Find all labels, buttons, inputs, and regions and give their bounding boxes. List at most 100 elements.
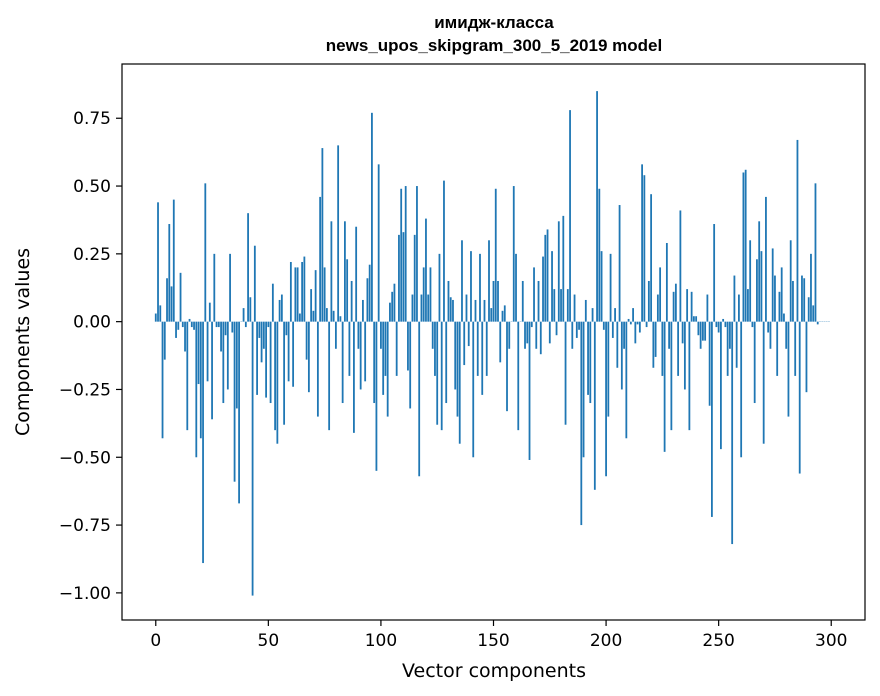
bar <box>587 321 589 395</box>
bar <box>368 264 371 322</box>
bar <box>740 321 743 458</box>
bar <box>357 321 360 349</box>
bar <box>298 313 301 322</box>
bar <box>708 321 711 406</box>
bar <box>756 259 758 322</box>
bar <box>488 240 490 322</box>
bar <box>393 283 396 322</box>
bar <box>670 321 673 431</box>
bar <box>521 280 524 322</box>
bar <box>816 321 819 325</box>
bar <box>438 253 441 322</box>
bar <box>747 289 749 322</box>
bar <box>717 321 720 333</box>
bar <box>170 286 173 322</box>
bar <box>524 321 526 349</box>
bar <box>751 321 754 328</box>
bar <box>159 305 162 322</box>
y-tick-label: −0.50 <box>59 448 111 468</box>
bar <box>733 275 736 322</box>
bar <box>627 318 630 322</box>
bar <box>591 308 594 322</box>
bar <box>722 318 725 322</box>
bar <box>271 283 274 322</box>
bar <box>328 321 331 431</box>
bar <box>632 308 634 322</box>
bar <box>553 289 556 322</box>
bar <box>456 321 459 417</box>
bar <box>690 291 693 322</box>
bar <box>566 289 569 322</box>
bar <box>499 321 502 363</box>
bar <box>738 294 740 322</box>
bar <box>564 321 567 425</box>
bar <box>548 321 551 344</box>
bar <box>677 321 680 376</box>
bar <box>573 294 576 322</box>
bar <box>598 188 601 322</box>
bar <box>359 321 362 390</box>
bar <box>377 164 380 322</box>
bar <box>542 256 544 322</box>
bar <box>285 321 288 336</box>
bar <box>620 321 623 390</box>
bar <box>650 194 653 322</box>
bar <box>810 253 812 322</box>
bar <box>798 321 801 474</box>
bar <box>395 321 398 376</box>
bar <box>253 245 256 322</box>
bar <box>344 221 346 322</box>
bar <box>512 186 515 322</box>
bar <box>503 305 506 322</box>
bar <box>249 297 252 322</box>
x-tick-label: 50 <box>258 631 280 651</box>
bar <box>389 302 391 322</box>
bar <box>431 321 434 349</box>
bar <box>674 283 677 322</box>
bar <box>323 267 326 322</box>
bar <box>310 289 313 322</box>
y-tick-label: −0.25 <box>59 380 111 400</box>
bar <box>668 321 671 349</box>
bar <box>744 169 747 322</box>
bar <box>226 321 229 390</box>
bar <box>449 297 452 322</box>
bar <box>269 321 272 404</box>
bar <box>715 321 718 328</box>
bar <box>515 253 517 322</box>
bar <box>175 321 177 338</box>
bar <box>179 272 182 322</box>
bar <box>623 321 625 349</box>
bar <box>789 240 792 322</box>
bar <box>195 321 198 458</box>
bar <box>530 321 533 328</box>
bar <box>506 321 508 412</box>
bar <box>528 321 531 460</box>
bar <box>749 240 752 322</box>
bar <box>614 308 616 322</box>
y-axis-ticks: −1.00 −0.75 −0.50 −0.25 0.00 0.25 0.50 0.75 <box>59 109 122 604</box>
bar <box>436 321 439 425</box>
y-tick-label: −0.75 <box>59 516 111 536</box>
bar <box>307 321 310 393</box>
bar <box>355 226 358 322</box>
bar <box>402 232 405 322</box>
bar <box>760 251 763 322</box>
bar <box>638 321 641 333</box>
bar <box>154 313 157 322</box>
bar <box>663 321 666 452</box>
bar <box>416 186 418 322</box>
bar <box>161 321 164 439</box>
y-axis-label: Components values <box>12 248 34 436</box>
y-tick-label: −1.00 <box>59 584 111 604</box>
bar <box>720 321 722 450</box>
bar <box>578 321 580 330</box>
bar <box>409 321 412 409</box>
bar <box>794 321 797 376</box>
bar <box>481 321 484 395</box>
bar <box>289 261 292 322</box>
bar <box>375 321 378 471</box>
bar <box>337 145 340 322</box>
bar <box>726 321 729 376</box>
